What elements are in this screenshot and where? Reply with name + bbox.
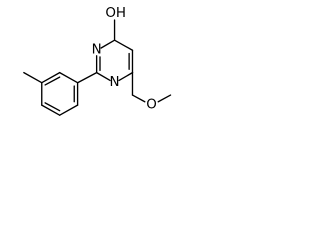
- nitrogen-label: N: [92, 43, 102, 58]
- bond: [41, 71, 61, 84]
- bonds: [23, 19, 172, 116]
- bond: [59, 71, 79, 84]
- bond: [59, 104, 79, 116]
- oxygen-label: O: [146, 98, 157, 113]
- bond: [157, 94, 172, 103]
- hydroxyl-label: OH: [105, 6, 126, 21]
- bond: [76, 71, 98, 84]
- bond: [44, 102, 61, 112]
- bond: [100, 39, 116, 49]
- bond: [131, 94, 146, 103]
- atom-labels: OH N N O: [92, 6, 157, 113]
- bond: [118, 71, 134, 82]
- nitrogen-label: N: [110, 75, 120, 90]
- bond: [113, 39, 134, 51]
- bond: [23, 71, 43, 84]
- bond: [41, 104, 61, 116]
- bond: [95, 71, 111, 82]
- molecule-diagram: OH N N O: [23, 6, 172, 116]
- bond: [44, 76, 61, 86]
